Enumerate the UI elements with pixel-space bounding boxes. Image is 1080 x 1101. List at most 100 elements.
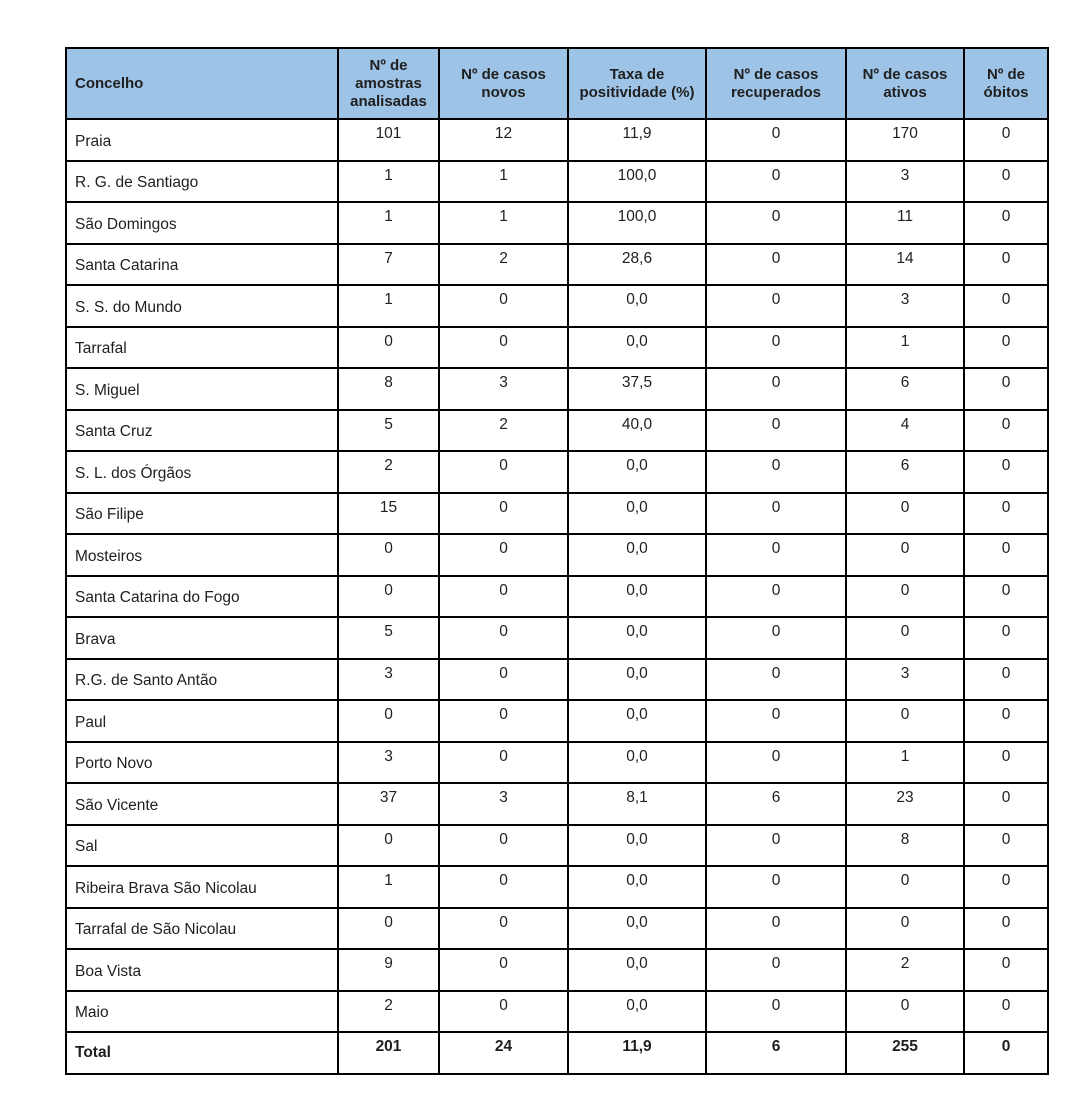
value-cell: 14 [845,242,965,286]
value-cell: 11,9 [567,118,707,162]
value-cell: 0 [845,865,965,909]
value-cell: 0 [963,242,1049,286]
value-cell: 0,0 [567,823,707,867]
value-cell: 8 [845,823,965,867]
concelho-cell: São Vicente [65,782,339,826]
value-cell: 40,0 [567,408,707,452]
value-cell: 0 [845,533,965,577]
value-cell: 170 [845,118,965,162]
value-cell: 0 [845,906,965,950]
value-cell: 0 [705,118,847,162]
value-cell: 0,0 [567,574,707,618]
value-cell: 8 [337,367,440,411]
value-cell: 0 [438,616,569,660]
value-cell: 12 [438,118,569,162]
value-cell: 0 [438,574,569,618]
value-cell: 0 [438,823,569,867]
value-cell: 1 [337,201,440,245]
value-cell: 15 [337,491,440,535]
table-row: S. Miguel 8 3 37,5 0 6 0 [65,367,1049,411]
value-cell: 0 [705,865,847,909]
value-cell: 11 [845,201,965,245]
value-cell: 8,1 [567,782,707,826]
value-cell: 0 [705,491,847,535]
value-cell: 1 [845,325,965,369]
value-cell: 0 [705,616,847,660]
value-cell: 6 [845,450,965,494]
concelho-cell: S. L. dos Órgãos [65,450,339,494]
value-cell: 11,9 [567,1031,707,1075]
value-cell: 3 [438,367,569,411]
value-cell: 0 [705,906,847,950]
value-cell: 0 [705,242,847,286]
column-header-obitos: Nº de óbitos [963,47,1049,120]
value-cell: 0 [705,367,847,411]
value-cell: 0 [963,159,1049,203]
value-cell: 0 [963,782,1049,826]
value-cell: 0 [705,989,847,1033]
column-header-taxa-positividade: Taxa de positividade (%) [567,47,707,120]
value-cell: 0,0 [567,948,707,992]
value-cell: 3 [845,159,965,203]
value-cell: 0 [438,491,569,535]
value-cell: 1 [337,865,440,909]
value-cell: 0 [963,325,1049,369]
value-cell: 0,0 [567,989,707,1033]
value-cell: 9 [337,948,440,992]
concelho-cell: S. Miguel [65,367,339,411]
value-cell: 0,0 [567,616,707,660]
value-cell: 0 [705,533,847,577]
value-cell: 28,6 [567,242,707,286]
value-cell: 1 [337,284,440,328]
value-cell: 0 [845,491,965,535]
value-cell: 0 [705,325,847,369]
concelho-cell: Praia [65,118,339,162]
concelho-cell: Maio [65,989,339,1033]
value-cell: 2 [438,408,569,452]
concelho-cell: R.G. de Santo Antão [65,657,339,701]
value-cell: 3 [337,657,440,701]
value-cell: 24 [438,1031,569,1075]
value-cell: 0 [705,159,847,203]
value-cell: 0 [438,450,569,494]
value-cell: 0 [963,740,1049,784]
value-cell: 0,0 [567,865,707,909]
concelho-cell: Sal [65,823,339,867]
value-cell: 0 [337,574,440,618]
table-row: Brava 5 0 0,0 0 0 0 [65,616,1049,660]
table-row: Tarrafal de São Nicolau 0 0 0,0 0 0 0 [65,906,1049,950]
value-cell: 0 [963,284,1049,328]
concelho-cell: Porto Novo [65,740,339,784]
table-row: R.G. de Santo Antão 3 0 0,0 0 3 0 [65,657,1049,701]
value-cell: 0 [963,823,1049,867]
value-cell: 0 [438,740,569,784]
value-cell: 2 [337,450,440,494]
value-cell: 0 [438,865,569,909]
value-cell: 0 [845,699,965,743]
data-table: Concelho Nº de amostras analisadas Nº de… [65,47,1049,1075]
value-cell: 0 [963,1031,1049,1075]
value-cell: 0 [705,574,847,618]
value-cell: 0,0 [567,906,707,950]
concelho-cell: São Filipe [65,491,339,535]
table-row: Boa Vista 9 0 0,0 0 2 0 [65,948,1049,992]
value-cell: 0,0 [567,533,707,577]
table-row: Sal 0 0 0,0 0 8 0 [65,823,1049,867]
column-header-concelho: Concelho [65,47,339,120]
column-header-casos-ativos: Nº de casos ativos [845,47,965,120]
value-cell: 0 [705,657,847,701]
table-row: Praia 101 12 11,9 0 170 0 [65,118,1049,162]
table-body: Praia 101 12 11,9 0 170 0 R. G. de Santiago 1 1 10… [65,118,1049,1033]
value-cell: 0 [963,533,1049,577]
value-cell: 0 [963,616,1049,660]
value-cell: 0 [963,989,1049,1033]
value-cell: 0 [963,201,1049,245]
value-cell: 0 [337,906,440,950]
value-cell: 7 [337,242,440,286]
value-cell: 0,0 [567,740,707,784]
value-cell: 5 [337,408,440,452]
concelho-cell: Tarrafal [65,325,339,369]
value-cell: 0 [705,823,847,867]
value-cell: 0,0 [567,491,707,535]
total-row: Total 201 24 11,9 6 255 0 [65,1031,1049,1075]
